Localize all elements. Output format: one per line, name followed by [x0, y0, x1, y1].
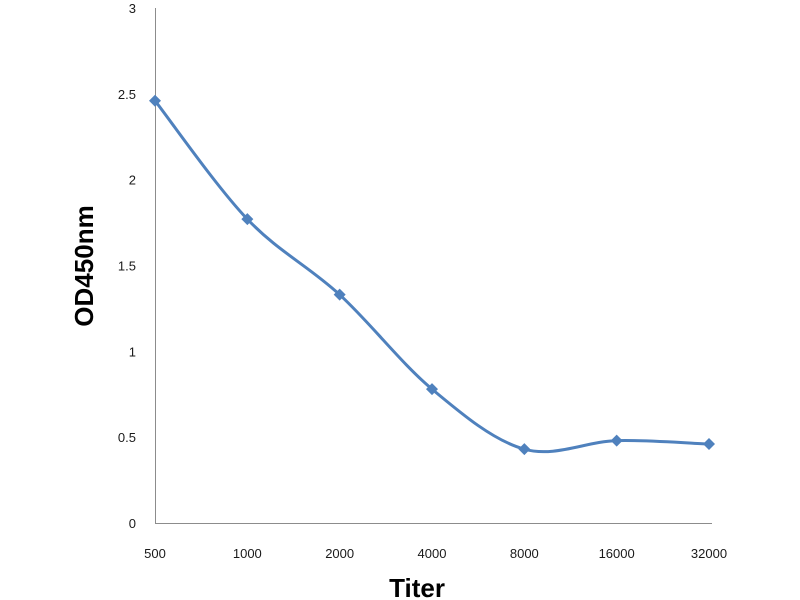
y-tick-label: 1.5 — [118, 259, 136, 274]
series-layer — [149, 94, 715, 456]
series-line — [153, 99, 711, 454]
data-point-marker — [333, 288, 346, 301]
x-tick-label: 500 — [144, 546, 166, 561]
data-point-marker — [610, 434, 623, 447]
y-tick-label: 2 — [129, 173, 136, 188]
x-tick-label: 16000 — [599, 546, 635, 561]
x-tick-label: 1000 — [233, 546, 262, 561]
data-point-marker — [241, 213, 254, 226]
y-tick-label: 0 — [129, 516, 136, 531]
y-tick-label: 2.5 — [118, 87, 136, 102]
y-tick-label: 3 — [129, 1, 136, 16]
x-axis-title: Titer — [389, 573, 445, 600]
data-point-marker — [426, 383, 438, 396]
x-tick-label: 32000 — [691, 546, 727, 561]
x-tick-label: 8000 — [510, 546, 539, 561]
x-axis-ticks: 500 1000 2000 4000 8000 16000 32000 — [144, 546, 727, 561]
y-axis-ticks: 0 0.5 1 1.5 2 2.5 3 — [118, 1, 136, 531]
data-point-marker — [703, 438, 715, 451]
data-point-marker — [518, 443, 531, 456]
x-tick-label: 4000 — [418, 546, 447, 561]
x-tick-label: 2000 — [325, 546, 354, 561]
y-axis-title: OD450nm — [69, 205, 99, 326]
data-point-marker — [149, 94, 161, 107]
y-tick-label: 1 — [129, 344, 136, 359]
y-tick-label: 0.5 — [118, 430, 136, 445]
